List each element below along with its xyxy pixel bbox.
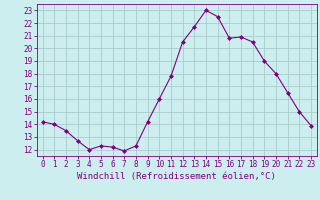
X-axis label: Windchill (Refroidissement éolien,°C): Windchill (Refroidissement éolien,°C): [77, 172, 276, 181]
